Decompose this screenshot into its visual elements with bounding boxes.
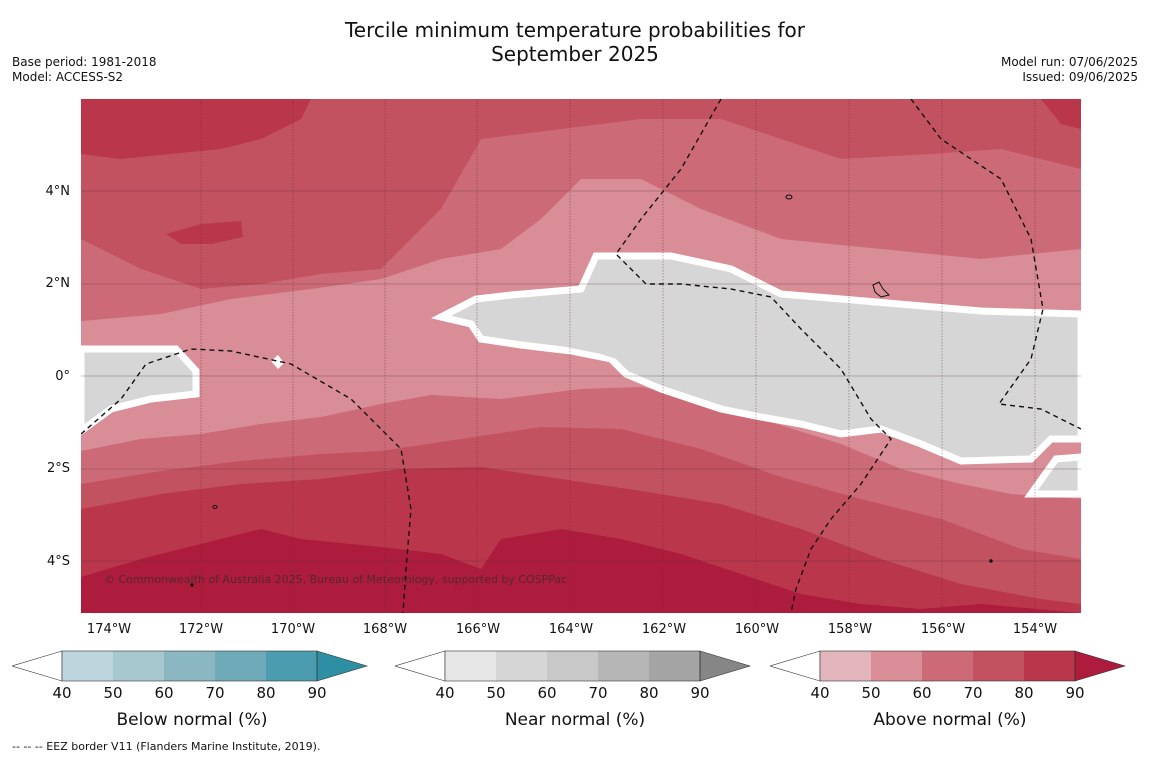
legend-swatch xyxy=(768,650,821,682)
near-normal-west xyxy=(81,345,200,436)
legend-tick: 60 xyxy=(154,684,174,702)
lon-label: 174°W xyxy=(86,622,132,637)
lat-label: 4°S xyxy=(46,554,70,569)
colorbar-above xyxy=(768,650,1127,682)
lat-label: 2°S xyxy=(46,461,70,476)
legend-tick: 70 xyxy=(205,684,225,702)
meta-left: Base period: 1981-2018 Model: ACCESS-S2 xyxy=(12,55,157,85)
legend-tick: 90 xyxy=(1065,684,1085,702)
title-line-2: September 2025 xyxy=(491,42,659,66)
lon-label: 154°W xyxy=(1012,622,1058,637)
legend-below-normal: 40 50 60 70 80 90 Below normal (%) xyxy=(10,650,372,730)
legend-tick: 40 xyxy=(52,684,72,702)
legend-label: Near normal (%) xyxy=(504,710,646,730)
legend-swatch xyxy=(266,651,317,681)
lon-label: 172°W xyxy=(178,622,224,637)
legend-swatch xyxy=(496,651,547,681)
legend-tick: 80 xyxy=(256,684,276,702)
legend-tick: 90 xyxy=(690,684,710,702)
legend-swatch xyxy=(547,651,598,681)
legend-tick: 80 xyxy=(639,684,659,702)
legend-near-normal: 40 50 60 70 80 90 Near normal (%) xyxy=(393,650,755,730)
probability-map xyxy=(81,99,1081,613)
legend-swatch xyxy=(316,650,369,682)
legend-swatch xyxy=(699,650,752,682)
lon-label: 158°W xyxy=(827,622,873,637)
legend-swatch xyxy=(820,651,871,681)
legend-tick: 80 xyxy=(1014,684,1034,702)
legend-swatch xyxy=(1024,651,1075,681)
model-run: Model run: 07/06/2025 xyxy=(1000,55,1138,69)
legend-swatch xyxy=(164,651,215,681)
colorbar-below xyxy=(10,650,369,682)
band-80-90-north xyxy=(81,99,1081,159)
lat-label: 2°N xyxy=(45,276,71,291)
meta-right: Model run: 07/06/2025 Issued: 09/06/2025 xyxy=(1001,55,1138,85)
legend-swatch xyxy=(871,651,922,681)
legend-tick: 60 xyxy=(537,684,557,702)
legend-swatch xyxy=(10,650,63,682)
eez-footnote: -- -- -- EEZ border V11 (Flanders Marine… xyxy=(12,740,321,753)
legend-tick: 70 xyxy=(963,684,983,702)
base-period: Base period: 1981-2018 xyxy=(12,55,157,69)
legend-swatch xyxy=(113,651,164,681)
colorbar-near xyxy=(393,650,752,682)
latitude-lines xyxy=(81,190,1081,562)
lon-label: 170°W xyxy=(270,622,316,637)
legend-swatch xyxy=(973,651,1024,681)
legend-swatch xyxy=(393,650,446,682)
near-normal-southeast xyxy=(1024,453,1081,498)
legend-swatch xyxy=(922,651,973,681)
legend-tick: 50 xyxy=(486,684,506,702)
lon-label: 160°W xyxy=(734,622,780,637)
patch-80-90-west xyxy=(166,221,243,244)
legend-above-normal: 40 50 60 70 80 90 Above normal (%) xyxy=(768,650,1130,730)
legend-swatch xyxy=(1074,650,1127,682)
legend-swatch xyxy=(445,651,496,681)
eez-borders xyxy=(81,99,1081,613)
copyright-notice: © Commonwealth of Australia 2025, Bureau… xyxy=(104,573,568,586)
model-name: Model: ACCESS-S2 xyxy=(12,70,124,84)
legend-tick: 60 xyxy=(912,684,932,702)
legend-tick: 70 xyxy=(588,684,608,702)
lon-label: 164°W xyxy=(548,622,594,637)
map-title: Tercile minimum temperature probabilitie… xyxy=(250,18,900,66)
legend-swatch xyxy=(215,651,266,681)
lon-label: 156°W xyxy=(920,622,966,637)
islands xyxy=(190,194,993,587)
band-70-80-north xyxy=(81,99,1081,289)
legend-tick: 50 xyxy=(861,684,881,702)
patch-near-normal-small xyxy=(271,355,284,369)
legend-tick: 90 xyxy=(307,684,327,702)
near-normal-inner xyxy=(476,264,1071,451)
lon-label: 162°W xyxy=(641,622,687,637)
band-90-south xyxy=(81,529,1081,613)
legend-swatch xyxy=(649,651,700,681)
legend-swatch xyxy=(62,651,113,681)
lon-label: 168°W xyxy=(362,622,408,637)
issued-date: Issued: 09/06/2025 xyxy=(1022,70,1138,84)
lon-label: 166°W xyxy=(455,622,501,637)
title-line-1: Tercile minimum temperature probabilitie… xyxy=(344,18,806,42)
lat-label: 0° xyxy=(55,369,70,384)
legend-swatch xyxy=(598,651,649,681)
map-canvas xyxy=(81,99,1081,613)
legend-tick: 40 xyxy=(435,684,455,702)
legend-tick: 50 xyxy=(103,684,123,702)
legend-label: Above normal (%) xyxy=(873,710,1027,730)
legend-label: Below normal (%) xyxy=(116,710,268,730)
lat-label: 4°N xyxy=(45,184,71,199)
legend-tick: 40 xyxy=(810,684,830,702)
